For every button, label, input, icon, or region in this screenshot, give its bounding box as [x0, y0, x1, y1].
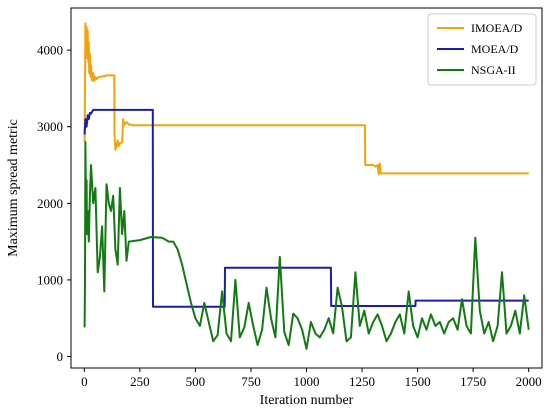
legend-label: MOEA/D [471, 42, 519, 56]
x-tick-label: 2000 [516, 374, 542, 389]
y-tick-label: 1000 [37, 272, 63, 287]
x-tick-label: 1250 [349, 374, 375, 389]
legend-label: IMOEA/D [471, 21, 523, 35]
axes-layer: 0 250 500 750 1000 1250 1500 1750 2000 0 1000 2000 3… [37, 43, 542, 389]
y-tick-label: 0 [57, 349, 64, 364]
series-layer [83, 22, 530, 350]
x-tick-label: 1000 [294, 374, 320, 389]
y-tick-label: 3000 [37, 119, 63, 134]
legend-label: NSGA-II [471, 63, 516, 77]
legend-box [427, 13, 537, 86]
x-tick-label: 750 [241, 374, 261, 389]
y-tick-label: 4000 [37, 43, 63, 58]
x-tick-label: 1500 [405, 374, 431, 389]
x-tick-label: 500 [186, 374, 206, 389]
y-axis-label: Maximum spread metric [6, 119, 21, 257]
series-line-moea-d [83, 108, 529, 308]
x-tick-label: 1750 [460, 374, 486, 389]
series-line-nsga-ii [83, 141, 530, 350]
y-tick-label: 2000 [37, 196, 63, 211]
x-tick-label: 0 [81, 374, 88, 389]
x-tick-label: 250 [130, 374, 150, 389]
series-line-imoea-d [83, 22, 529, 176]
x-axis-label: Iteration number [260, 393, 354, 408]
legend: IMOEA/D MOEA/D NSGA-II [427, 13, 537, 86]
